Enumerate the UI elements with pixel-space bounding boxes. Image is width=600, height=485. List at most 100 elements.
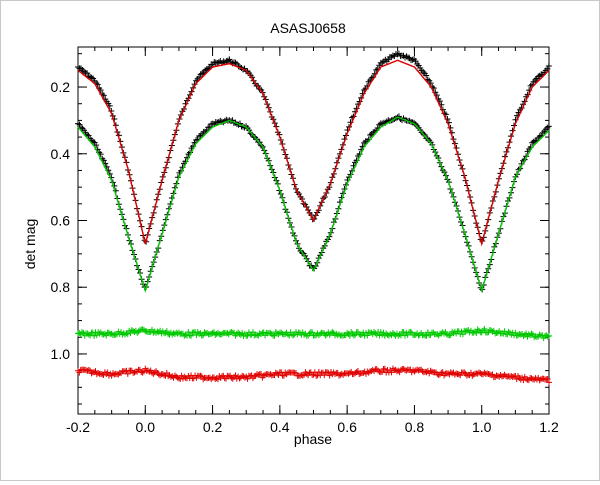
residual-point bbox=[100, 372, 107, 379]
residual-point bbox=[255, 371, 262, 378]
residual-point bbox=[360, 370, 367, 377]
residual-point bbox=[228, 374, 235, 381]
residual-point bbox=[75, 330, 81, 337]
residual-point bbox=[376, 332, 383, 339]
residual-point bbox=[153, 329, 160, 336]
x-tick-label: 0.6 bbox=[337, 419, 357, 435]
residual-point bbox=[373, 366, 380, 373]
residual-point bbox=[481, 369, 488, 376]
residual-point bbox=[124, 370, 131, 377]
residual-point bbox=[403, 367, 410, 374]
residual-point bbox=[154, 369, 161, 376]
residual-point bbox=[267, 371, 274, 378]
residual-point bbox=[122, 368, 129, 375]
residual-point bbox=[79, 328, 86, 335]
residual-point bbox=[392, 366, 399, 373]
residual-point bbox=[303, 370, 310, 377]
residual-point bbox=[200, 376, 207, 383]
residual-point bbox=[244, 375, 251, 382]
observed-point bbox=[423, 72, 430, 79]
residual-point bbox=[154, 328, 161, 335]
observed-point bbox=[75, 63, 81, 70]
y-tick-label: 0.2 bbox=[51, 79, 71, 95]
residual-point bbox=[256, 330, 263, 337]
residual-point bbox=[109, 370, 116, 377]
residual-point bbox=[459, 331, 466, 338]
residual-point bbox=[139, 369, 146, 376]
observed-point bbox=[394, 51, 401, 58]
residual-point bbox=[332, 370, 339, 377]
residual-point bbox=[346, 369, 353, 376]
residual-point bbox=[248, 372, 255, 379]
residual-point bbox=[528, 330, 535, 337]
residual-point bbox=[492, 330, 499, 337]
residual-point bbox=[395, 367, 402, 374]
residual-point bbox=[178, 372, 185, 379]
residual-point bbox=[104, 369, 111, 376]
residual-point bbox=[501, 328, 508, 335]
residual-point bbox=[402, 332, 409, 339]
residual-point bbox=[325, 369, 332, 376]
residual-point bbox=[481, 325, 488, 332]
residual-point bbox=[453, 370, 460, 377]
residual-point bbox=[306, 330, 313, 337]
residual-point bbox=[193, 332, 200, 339]
residual-point bbox=[105, 329, 112, 336]
residual-point bbox=[236, 330, 243, 337]
residual-point bbox=[290, 332, 297, 339]
residual-point bbox=[108, 330, 115, 337]
residual-point bbox=[494, 329, 501, 336]
residual-point bbox=[373, 331, 380, 338]
residual-point bbox=[443, 331, 450, 338]
residual-point bbox=[97, 370, 104, 377]
x-axis-label: phase bbox=[294, 431, 332, 447]
observed-point bbox=[76, 121, 83, 128]
residual-point bbox=[91, 332, 98, 339]
y-axis-label: det mag bbox=[22, 219, 38, 270]
residual-point bbox=[103, 332, 110, 339]
residual-point bbox=[274, 370, 281, 377]
residual-point bbox=[131, 369, 138, 376]
residual-point bbox=[130, 369, 137, 376]
residual-point bbox=[293, 370, 300, 377]
residual-point bbox=[364, 332, 371, 339]
residual-point bbox=[505, 328, 512, 335]
residual-point bbox=[369, 366, 376, 373]
residual-point bbox=[225, 373, 232, 380]
observed-point bbox=[545, 62, 552, 69]
residual-point bbox=[520, 333, 527, 340]
x-tick-label: 0.8 bbox=[405, 419, 425, 435]
residual-point bbox=[509, 373, 516, 380]
residual-point bbox=[393, 368, 400, 375]
residual-point bbox=[515, 332, 522, 339]
residual-point bbox=[112, 331, 119, 338]
residual-point bbox=[322, 332, 329, 339]
residual-point bbox=[457, 372, 464, 379]
residual-point bbox=[438, 369, 445, 376]
residual-point bbox=[169, 331, 176, 338]
residual-point bbox=[375, 367, 382, 374]
residual-point bbox=[423, 369, 430, 376]
residual-point bbox=[85, 366, 92, 373]
x-tick-label: 0.4 bbox=[270, 419, 290, 435]
residual-point bbox=[544, 333, 551, 340]
residual-point bbox=[100, 331, 107, 338]
residual-point bbox=[356, 371, 363, 378]
residual-point bbox=[239, 330, 246, 337]
residual-point bbox=[95, 369, 102, 376]
residual-point bbox=[461, 369, 468, 376]
residual-point bbox=[465, 326, 472, 333]
residual-point bbox=[186, 332, 193, 339]
residual-point bbox=[275, 371, 282, 378]
observed-point bbox=[75, 120, 81, 127]
residual-point bbox=[489, 371, 496, 378]
residual-point bbox=[372, 330, 379, 337]
y-tick-label: 1.0 bbox=[51, 346, 71, 362]
residual-point bbox=[326, 372, 333, 379]
residual-point bbox=[512, 329, 519, 336]
x-tick-label: 1.0 bbox=[472, 419, 492, 435]
x-tick-label: 1.2 bbox=[539, 419, 559, 435]
residual-point bbox=[88, 370, 95, 377]
